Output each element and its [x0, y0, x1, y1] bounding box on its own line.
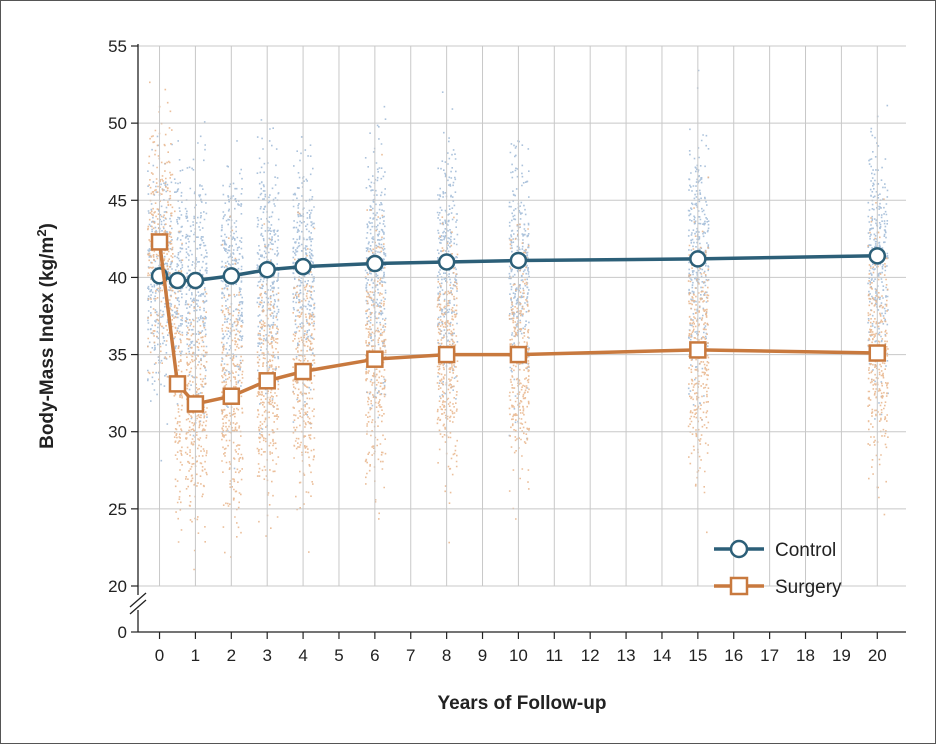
y-tick-label: 40 — [108, 268, 127, 287]
x-tick-label: 17 — [760, 646, 779, 665]
x-tick-label: 8 — [442, 646, 451, 665]
scatter-band — [292, 136, 316, 425]
x-tick-label: 3 — [262, 646, 271, 665]
x-tick-label: 4 — [298, 646, 307, 665]
x-tick-label: 2 — [227, 646, 236, 665]
x-tick-label: 1 — [191, 646, 200, 665]
legend: Control Surgery — [714, 539, 842, 598]
legend-control-marker — [729, 539, 749, 559]
scatter-band — [147, 81, 174, 381]
surgery-point — [689, 341, 707, 359]
x-tick-label: 15 — [688, 646, 707, 665]
y-tick-label: 20 — [108, 577, 127, 596]
x-tick-label: 13 — [617, 646, 636, 665]
surgery-point — [509, 345, 528, 364]
scatter-band — [220, 215, 244, 558]
scatter-band — [173, 210, 184, 543]
control-point — [868, 247, 887, 265]
legend-surgery-marker — [729, 576, 749, 596]
scatter-band — [184, 280, 208, 571]
control-point — [258, 260, 276, 279]
scatter-band — [867, 104, 889, 420]
surgery-point — [868, 344, 887, 362]
y-axis-title-end: ) — [37, 223, 58, 229]
scatter-band — [436, 91, 459, 400]
surgery-point — [437, 345, 456, 364]
control-point — [222, 267, 241, 285]
legend-control-label: Control — [775, 540, 836, 561]
axis-break-mark — [129, 599, 147, 615]
y-tick-label: 0 — [118, 623, 127, 642]
y-tick-label: 30 — [108, 423, 127, 442]
control-point — [186, 271, 205, 290]
scatter-band — [220, 140, 244, 470]
x-tick-label: 9 — [478, 646, 487, 665]
x-tick-label: 19 — [832, 646, 851, 665]
y-tick-label: 35 — [108, 346, 127, 365]
x-tick-label: 20 — [868, 646, 887, 665]
surgery-point — [294, 362, 312, 381]
y-axis-title-main: Body-Mass Index (kg/m — [37, 237, 58, 449]
scatter-band — [364, 153, 387, 520]
y-tick-label: 55 — [108, 37, 127, 56]
x-tick-label: 18 — [796, 646, 815, 665]
scatter-band — [147, 135, 174, 462]
scatter-band — [508, 140, 530, 440]
x-tick-label: 10 — [509, 646, 528, 665]
y-tick-label: 45 — [108, 191, 127, 210]
y-tick-label: 25 — [108, 500, 127, 519]
grid — [138, 45, 906, 587]
axis-break-mark — [129, 592, 147, 608]
x-tick-label: 12 — [581, 646, 600, 665]
control-point — [509, 251, 528, 270]
control-point — [437, 253, 456, 271]
surgery-point — [258, 372, 276, 390]
surgery-point — [168, 375, 187, 393]
surgery-point — [150, 233, 169, 251]
legend-surgery-label: Surgery — [775, 577, 842, 598]
scatter-band — [292, 211, 316, 553]
x-tick-label: 0 — [155, 646, 164, 665]
x-tick-label: 5 — [334, 646, 343, 665]
control-point — [294, 257, 312, 276]
y-tick-label: 50 — [108, 114, 127, 133]
y-axis-title-sup: 2 — [34, 229, 49, 236]
surgery-point — [366, 350, 384, 368]
surgery-point — [186, 395, 205, 413]
scatter-band — [687, 69, 710, 421]
control-point — [366, 254, 384, 273]
y-axis-title: Body-Mass Index (kg/m2) — [34, 223, 58, 449]
scatter-band — [436, 216, 459, 544]
surgery-point — [222, 387, 241, 405]
x-tick-label: 6 — [370, 646, 379, 665]
x-tick-label: 14 — [653, 646, 672, 665]
x-tick-label: 11 — [545, 646, 563, 665]
x-tick-label: 16 — [724, 646, 743, 665]
control-point — [689, 250, 707, 268]
control-point — [168, 271, 187, 290]
x-tick-label: 7 — [406, 646, 415, 665]
x-axis-title: Years of Follow-up — [438, 693, 607, 714]
mean-series — [150, 233, 887, 413]
